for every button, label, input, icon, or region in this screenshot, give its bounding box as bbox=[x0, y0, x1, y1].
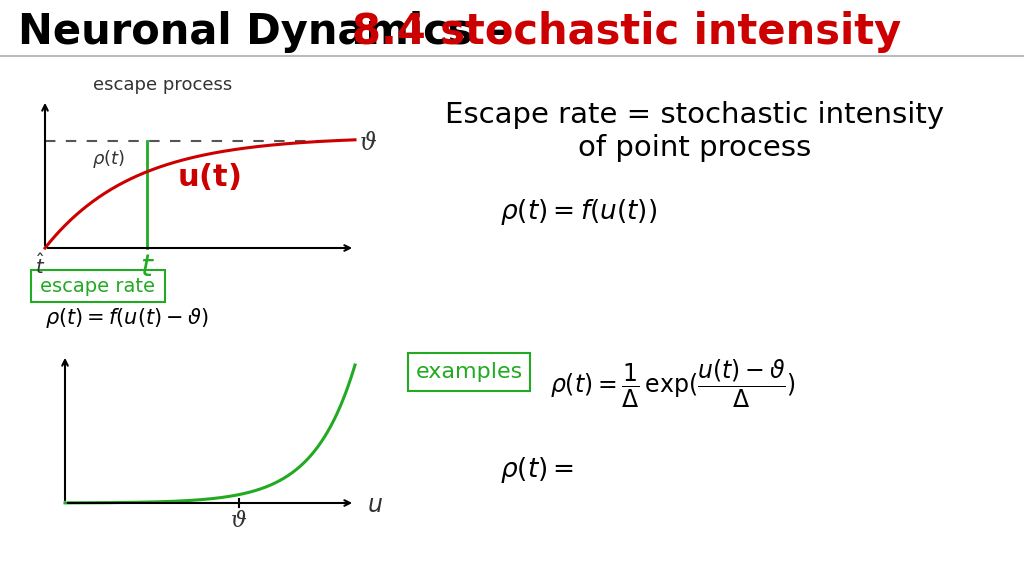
Text: $\rho(t)$: $\rho(t)$ bbox=[92, 149, 125, 170]
Text: ϑ: ϑ bbox=[360, 132, 377, 155]
Text: 8.4 stochastic intensity: 8.4 stochastic intensity bbox=[352, 11, 901, 53]
Text: $\hat{t}$: $\hat{t}$ bbox=[35, 253, 45, 278]
Text: Neuronal Dynamics –: Neuronal Dynamics – bbox=[18, 11, 522, 53]
Text: Escape rate = stochastic intensity: Escape rate = stochastic intensity bbox=[445, 101, 944, 129]
Text: $\rho(t) = f(u(t))$: $\rho(t) = f(u(t))$ bbox=[500, 197, 657, 227]
Text: $\rho(t) = $: $\rho(t) = $ bbox=[500, 455, 574, 485]
Text: escape process: escape process bbox=[93, 76, 232, 94]
Text: $\rho(t) = \dfrac{1}{\Delta}\,\mathrm{exp}(\dfrac{u(t)-\vartheta}{\Delta})$: $\rho(t) = \dfrac{1}{\Delta}\,\mathrm{ex… bbox=[550, 358, 796, 410]
FancyBboxPatch shape bbox=[408, 353, 530, 391]
Text: $u$: $u$ bbox=[367, 495, 383, 517]
Text: of point process: of point process bbox=[579, 134, 812, 162]
Text: examples: examples bbox=[416, 362, 522, 382]
Text: ϑ: ϑ bbox=[231, 510, 247, 532]
FancyBboxPatch shape bbox=[31, 270, 165, 302]
Text: escape rate: escape rate bbox=[41, 276, 156, 295]
Text: $\rho(t) = f(u(t) - \vartheta)$: $\rho(t) = f(u(t) - \vartheta)$ bbox=[45, 306, 209, 330]
Text: $t$: $t$ bbox=[140, 253, 155, 282]
Text: $\mathbf{u(t)}$: $\mathbf{u(t)}$ bbox=[177, 161, 241, 192]
